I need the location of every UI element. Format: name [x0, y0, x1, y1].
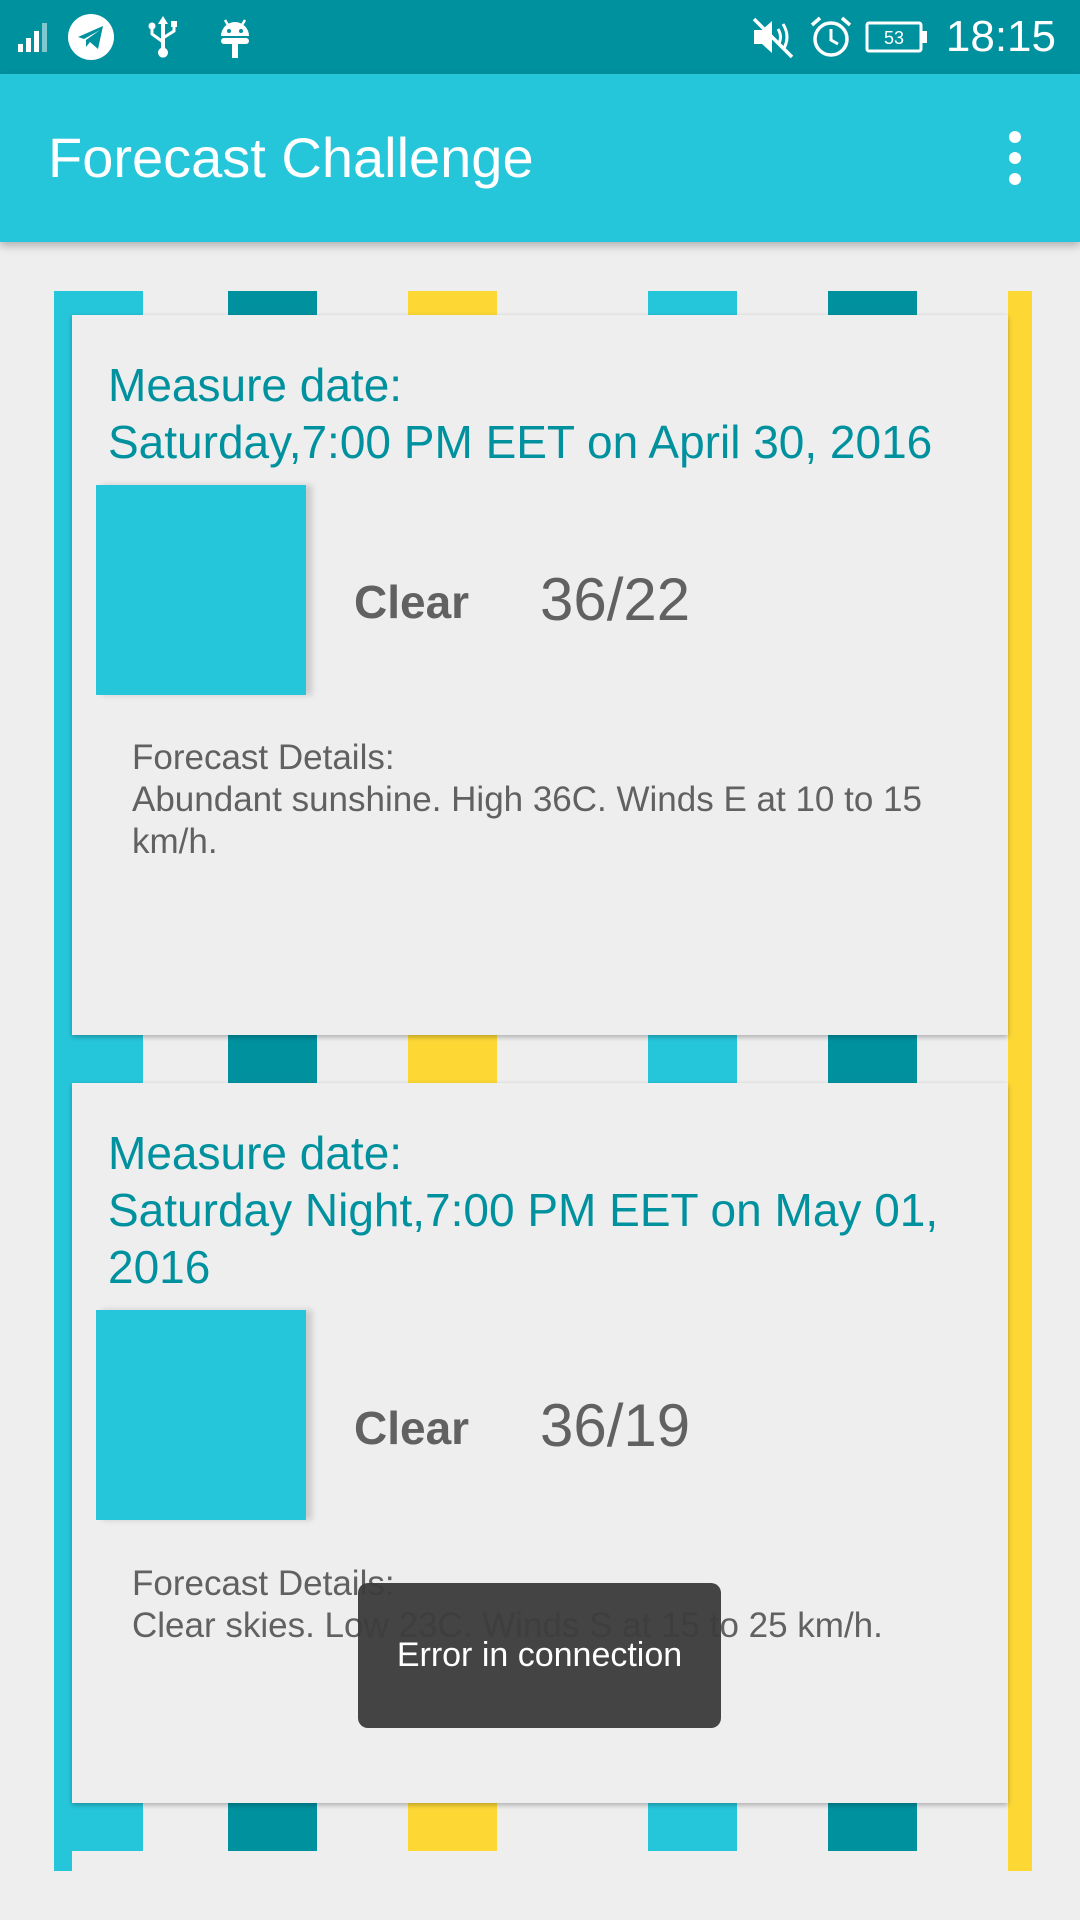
mute-icon [748, 0, 798, 74]
weather-icon [96, 485, 306, 695]
measure-date-value: Saturday,7:00 PM EET on April 30, 2016 [108, 416, 933, 468]
forecast-details-label: Forecast Details: [132, 738, 395, 777]
stripe-strip-bottom [54, 1803, 1054, 1851]
temperature-high-low: 36/19 [540, 1392, 691, 1459]
weather-icon [96, 1310, 306, 1520]
forecast-details-text: Abundant sunshine. High 36C. Winds E at … [132, 780, 922, 861]
forecast-details-label: Forecast Details: [132, 1564, 395, 1603]
app-bar: Forecast Challenge [0, 74, 1080, 242]
measure-date: Measure date: Saturday,7:00 PM EET on Ap… [108, 357, 988, 471]
battery-level: 53 [884, 28, 904, 48]
measure-date-label: Measure date: [108, 359, 403, 411]
stripe-strip-top [54, 291, 1054, 315]
alarm-icon [808, 0, 854, 74]
temperature-high-low: 36/22 [540, 566, 691, 633]
weather-condition: Clear [354, 1402, 470, 1454]
status-bar: 53 18:15 [0, 0, 1080, 74]
weather-condition: Clear [354, 576, 470, 628]
overflow-menu-icon[interactable] [980, 122, 1050, 194]
measure-date-label: Measure date: [108, 1127, 403, 1179]
toast-message: Error in connection [396, 1636, 683, 1674]
signal-icon [14, 0, 54, 74]
usb-icon [140, 0, 186, 74]
measure-date: Measure date: Saturday Night,7:00 PM EET… [108, 1125, 988, 1296]
measure-date-value: Saturday Night,7:00 PM EET on May 01, 20… [108, 1184, 939, 1293]
forecast-details: Forecast Details: Abundant sunshine. Hig… [132, 737, 972, 863]
frame-right-border [1008, 291, 1032, 1871]
android-debug-icon [212, 0, 258, 74]
app-title: Forecast Challenge [48, 126, 534, 189]
error-toast: Error in connection [358, 1583, 721, 1728]
telegram-icon [66, 0, 116, 74]
forecast-card[interactable]: Measure date: Saturday,7:00 PM EET on Ap… [72, 315, 1008, 1035]
stripe-strip-middle [54, 1035, 1054, 1083]
clock-time: 18:15 [945, 12, 1056, 61]
battery-icon: 53 [864, 0, 930, 74]
